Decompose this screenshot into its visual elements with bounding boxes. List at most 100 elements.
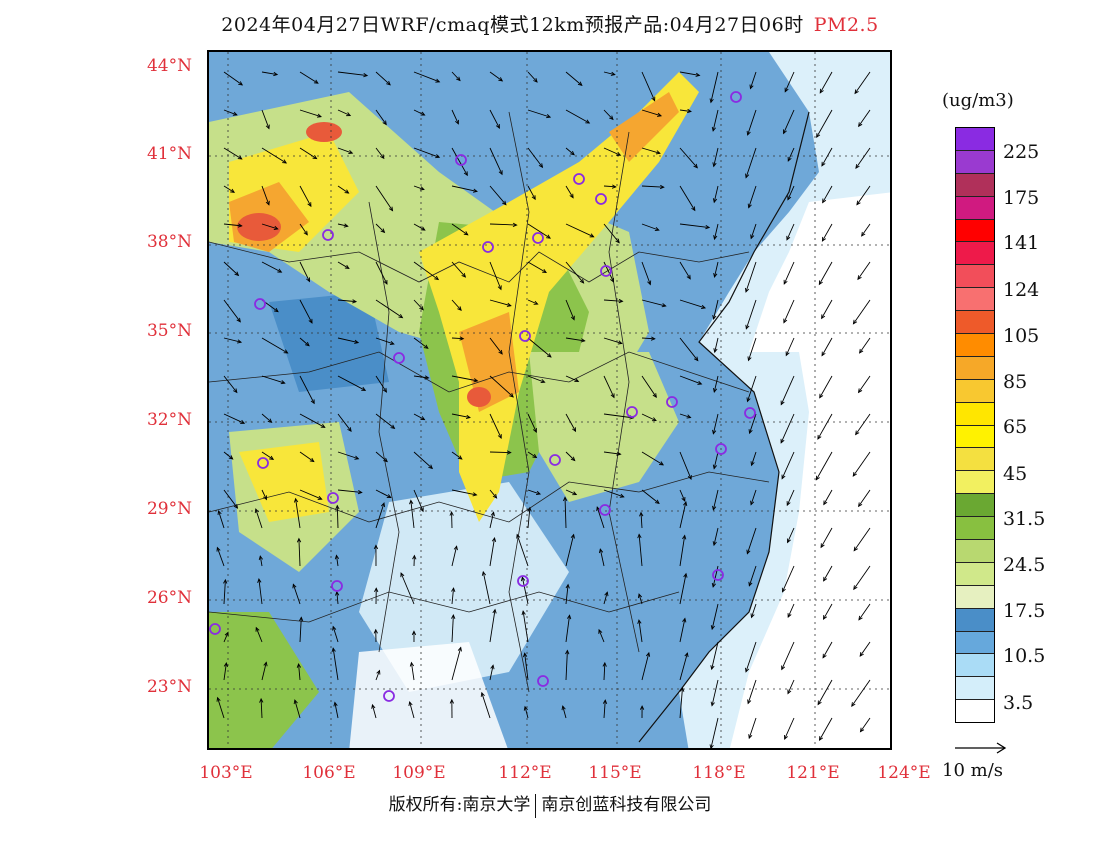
- wind-vector: [858, 109, 871, 127]
- wind-vector: [413, 261, 439, 280]
- wind-vector-head: [785, 351, 790, 357]
- lat-label: 29°N: [146, 499, 192, 519]
- wind-vector-head: [570, 456, 576, 462]
- wind-vector: [375, 451, 388, 462]
- wind-vector-head: [334, 554, 340, 560]
- wind-vector-head: [298, 616, 304, 622]
- wind-vector: [375, 261, 388, 285]
- wind-vector: [822, 185, 833, 203]
- wind-vector-head: [409, 499, 414, 505]
- wind-vector-head: [818, 736, 824, 742]
- wind-vector: [259, 556, 263, 567]
- wind-vector: [679, 185, 696, 211]
- wind-vector-head: [237, 223, 243, 228]
- wind-vector: [603, 413, 634, 419]
- wind-vector-head: [610, 71, 616, 76]
- wind-vector: [853, 527, 871, 551]
- city-site-marker: [519, 330, 531, 342]
- wind-vector: [527, 109, 551, 118]
- wind-vector-head: [283, 349, 289, 354]
- wind-vector-head: [821, 314, 826, 320]
- legend-swatch: [956, 334, 994, 357]
- legend-swatch: [956, 677, 994, 701]
- wind-vector-head: [686, 274, 691, 280]
- wind-vector-head: [745, 287, 750, 293]
- wind-vector-head: [561, 705, 566, 711]
- wind-vector-head: [618, 298, 624, 304]
- wind-vector: [299, 489, 322, 500]
- legend-swatch: [956, 173, 994, 197]
- wind-vector-head: [691, 206, 696, 212]
- wind-vector: [489, 375, 514, 398]
- city-site-marker: [712, 569, 724, 581]
- company-name: 南京创蓝科技有限公司: [541, 795, 712, 815]
- wind-vector: [489, 537, 495, 567]
- wind-vector: [223, 632, 229, 643]
- wind-vector-head: [520, 576, 526, 582]
- wind-vector: [223, 223, 242, 227]
- wind-vector: [413, 223, 426, 231]
- legend-label: 141: [1003, 232, 1040, 254]
- wind-vector-head: [277, 268, 283, 273]
- wind-vector: [641, 147, 661, 154]
- wind-vector: [603, 299, 623, 302]
- wind-vector: [750, 489, 757, 505]
- wind-vector-head: [267, 418, 273, 423]
- wind-vector-head: [651, 96, 656, 102]
- yellow-corridor: [419, 72, 699, 522]
- wind-vector-head: [457, 455, 463, 460]
- wind-vector-head: [492, 608, 497, 614]
- wind-vector: [223, 109, 238, 116]
- wind-vector: [261, 147, 287, 164]
- wind-vector-head: [383, 457, 388, 463]
- wind-vector-head: [282, 159, 288, 164]
- wind-vector: [861, 223, 871, 237]
- wind-vector: [294, 699, 301, 719]
- wind-vector: [751, 603, 757, 618]
- city-site-marker: [600, 265, 612, 277]
- wind-vector: [223, 147, 243, 160]
- wind-vector: [337, 71, 368, 77]
- wind-vector-head: [420, 226, 426, 231]
- wind-vector: [679, 147, 698, 169]
- wind-vector: [679, 501, 687, 529]
- wind-reference-arrow: [955, 742, 1007, 754]
- wind-vector-head: [498, 170, 503, 176]
- wind-vector-head: [461, 273, 467, 278]
- wind-vector: [261, 71, 278, 75]
- wind-vector: [857, 261, 871, 280]
- wind-vector-head: [781, 665, 786, 671]
- wind-vector-head: [380, 502, 386, 508]
- wind-vector-head: [217, 509, 222, 515]
- wind-vector: [451, 71, 461, 81]
- wind-vector: [337, 375, 366, 391]
- wind-vector: [524, 653, 529, 681]
- wind-vector-head: [681, 496, 686, 502]
- green-band-east: [529, 352, 679, 502]
- wind-vector-head: [861, 231, 866, 237]
- wind-vector: [679, 413, 691, 418]
- wind-vector: [565, 147, 575, 156]
- wind-vector: [223, 185, 235, 193]
- wind-vector-head: [787, 156, 792, 162]
- wind-vector: [375, 299, 403, 319]
- wind-vector: [852, 451, 871, 477]
- wind-vector: [413, 185, 425, 190]
- wind-vector: [710, 717, 719, 748]
- wind-vector-head: [536, 490, 542, 495]
- wind-vector: [603, 147, 621, 156]
- wind-vector-head: [637, 593, 643, 599]
- wind-vector-head: [784, 87, 789, 93]
- wind-vector: [451, 223, 469, 236]
- wind-vector-head: [784, 735, 788, 740]
- wind-vector: [750, 71, 757, 89]
- wind-vector: [603, 375, 615, 398]
- title-main: 2024年04月27日WRF/cmaq模式12km预报产品:04月27日06时: [221, 14, 804, 36]
- lon-label: 124°E: [877, 763, 931, 783]
- wind-vector-head: [386, 80, 391, 86]
- wind-vector-head: [589, 233, 595, 238]
- wind-vector-head: [293, 497, 299, 503]
- wind-vector: [527, 413, 537, 433]
- wind-vector-head: [783, 279, 788, 285]
- wind-vector: [527, 337, 552, 358]
